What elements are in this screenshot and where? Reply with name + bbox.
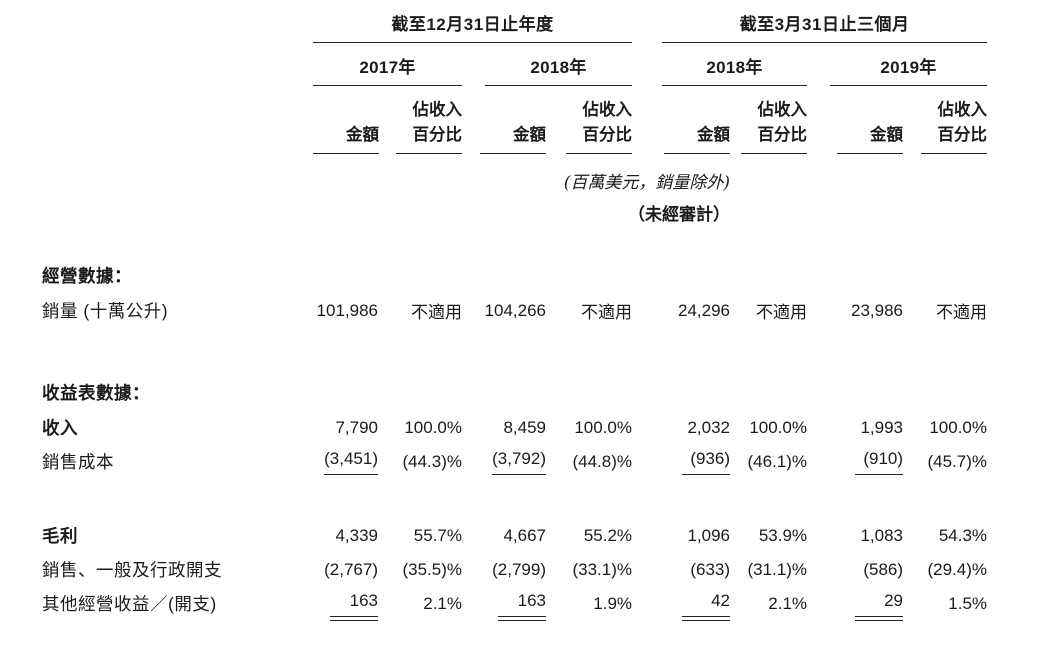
pct-cell: 55.2% <box>583 525 633 545</box>
pct-cell: 不適用 <box>756 303 808 322</box>
pct-cell: (29.4)% <box>927 559 988 579</box>
spacer-row <box>42 328 987 378</box>
amount-cell: (3,792) <box>462 445 546 479</box>
amount-cell: (936) <box>632 445 731 479</box>
pct-cell: (31.1)% <box>747 559 808 579</box>
pct-cell: 不適用 <box>411 303 462 322</box>
group-header-fy: 截至12月31日止年度 <box>313 10 633 43</box>
empty-cell <box>42 86 313 154</box>
year-2017: 2017年 <box>313 43 462 86</box>
pct-cell: 2.1% <box>423 593 462 613</box>
table-row: 銷售、一般及行政開支 (2,767) (35.5)% (2,799) (33.1)% (6… <box>42 553 987 587</box>
pct-cell: 100.0% <box>929 417 988 437</box>
amount-cell: 104,266 <box>484 300 546 320</box>
amount-cell: 2,032 <box>687 417 731 437</box>
pct-cell: 不適用 <box>581 303 633 322</box>
pct-cell: 不適用 <box>936 303 988 322</box>
subheader-amount: 金額 <box>632 86 731 154</box>
subheader-pct: 佔收入 百分比 <box>546 86 633 154</box>
pct-cell: 53.9% <box>758 525 808 545</box>
unit-note-row: (百萬美元，銷量除外) <box>42 154 987 193</box>
group-header-fy-label: 截至12月31日止年度 <box>313 10 633 43</box>
table-row: 銷售成本 (3,451) (44.3)% (3,792) (44.8)% (936) (46… <box>42 445 987 479</box>
subheader-pct: 佔收入 百分比 <box>378 86 462 154</box>
subheader-row: 金額 佔收入 百分比 金額 佔收入 百分比 金額 佔收入 百分比 金額 佔收入 百分比 <box>42 86 988 154</box>
table-body: 經營數據： 銷量 (十萬公升) 101,986 不適用 104,266 不適用 24,296… <box>42 225 987 621</box>
amount-cell: 163 <box>462 587 546 621</box>
row-label: 其他經營收益／(開支) <box>42 594 217 614</box>
pct-cell: 55.7% <box>413 525 462 545</box>
table-row: 毛利 4,339 55.7% 4,667 55.2% 1,096 53.9% 1,083 54.… <box>42 519 987 553</box>
section-heading: 經營數據： <box>42 265 132 286</box>
year-2019-q1: 2019年 <box>807 43 988 86</box>
unaudited-note-row: （未經審計） <box>42 193 987 225</box>
column-group-header-row: 截至12月31日止年度 截至3月31日止三個月 <box>42 10 988 43</box>
subheader-amount: 金額 <box>807 86 904 154</box>
subheader-pct: 佔收入 百分比 <box>903 86 988 154</box>
amount-cell: 8,459 <box>503 417 546 437</box>
row-label: 銷售成本 <box>42 452 114 472</box>
amount-cell: 101,986 <box>316 300 378 320</box>
spacer-row <box>42 479 987 519</box>
section-heading-row: 收益表數據： <box>42 378 987 411</box>
section-heading-row: 經營數據： <box>42 261 987 294</box>
subheader-pct: 佔收入 百分比 <box>730 86 808 154</box>
financial-summary-table: 截至12月31日止年度 截至3月31日止三個月 2017年 2018年 2018… <box>42 10 988 621</box>
row-label: 銷售、一般及行政開支 <box>42 560 222 580</box>
table-row: 銷量 (十萬公升) 101,986 不適用 104,266 不適用 24,296 不適用 23… <box>42 294 987 328</box>
subheader-amount: 金額 <box>462 86 546 154</box>
subheader-amount: 金額 <box>313 86 379 154</box>
amount-cell: 29 <box>807 587 904 621</box>
amount-cell: 42 <box>632 587 731 621</box>
amount-cell: 23,986 <box>851 300 904 320</box>
amount-cell: (3,451) <box>313 445 378 479</box>
pct-cell: 100.0% <box>749 417 808 437</box>
pct-cell: 100.0% <box>574 417 633 437</box>
amount-cell: 1,083 <box>860 525 904 545</box>
table-row: 收入 7,790 100.0% 8,459 100.0% 2,032 100.0% 1,993… <box>42 411 987 445</box>
amount-cell: 163 <box>313 587 378 621</box>
pct-cell: (44.3)% <box>402 451 462 471</box>
pct-cell: 1.5% <box>948 593 988 613</box>
year-2018-q1: 2018年 <box>632 43 808 86</box>
row-label: 收入 <box>42 418 78 438</box>
pct-cell: 54.3% <box>938 525 988 545</box>
pct-cell: (44.8)% <box>572 451 633 471</box>
amount-cell: 1,993 <box>860 417 904 437</box>
year-2018: 2018年 <box>462 43 633 86</box>
amount-cell: (2,767) <box>324 559 378 579</box>
unit-note: (百萬美元，銷量除外) <box>563 172 731 193</box>
amount-cell: 1,096 <box>687 525 731 545</box>
section-heading: 收益表數據： <box>42 382 150 403</box>
amount-cell: 4,667 <box>503 525 546 545</box>
pct-cell: (35.5)% <box>402 559 462 579</box>
pct-cell: 1.9% <box>593 593 633 613</box>
table-row: 其他經營收益／(開支) 163 2.1% 163 1.9% 42 2.1% 29 1.5% <box>42 587 987 621</box>
pct-cell: 2.1% <box>768 593 808 613</box>
amount-cell: 24,296 <box>678 300 731 320</box>
pct-cell: (45.7)% <box>927 451 988 471</box>
row-label: 毛利 <box>42 526 78 546</box>
amount-cell: (586) <box>863 559 904 579</box>
unaudited-note: （未經審計） <box>628 204 731 224</box>
empty-corner-cell <box>42 10 313 43</box>
amount-cell: 7,790 <box>335 417 378 437</box>
amount-cell: (910) <box>807 445 904 479</box>
amount-cell: (633) <box>690 559 731 579</box>
year-header-row: 2017年 2018年 2018年 2019年 <box>42 43 988 86</box>
pct-cell: 100.0% <box>404 417 462 437</box>
empty-cell <box>42 43 313 86</box>
row-label: 銷量 (十萬公升) <box>42 301 169 321</box>
pct-cell: (46.1)% <box>747 451 808 471</box>
group-header-q1-label: 截至3月31日止三個月 <box>662 10 988 43</box>
pct-cell: (33.1)% <box>572 559 633 579</box>
amount-cell: (2,799) <box>492 559 546 579</box>
amount-cell: 4,339 <box>335 525 378 545</box>
group-header-q1: 截至3月31日止三個月 <box>632 10 988 43</box>
spacer-row <box>42 225 987 261</box>
